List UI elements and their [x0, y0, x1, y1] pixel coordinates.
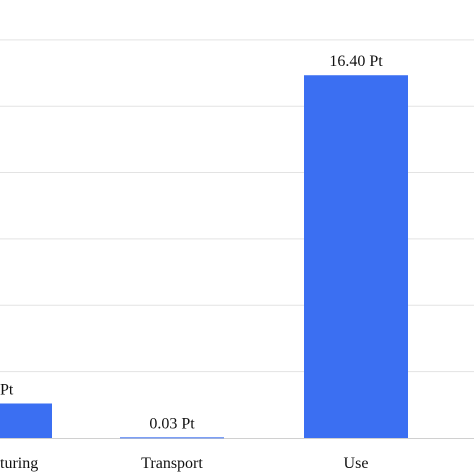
data-label-turing: Pt	[0, 381, 14, 398]
data-label-transport: 0.03 Pt	[149, 415, 195, 432]
x-tick-label-transport: Transport	[141, 455, 203, 472]
bar-use[interactable]	[304, 75, 408, 439]
x-tick-label-turing: turing	[0, 455, 38, 472]
x-tick-label-use: Use	[344, 455, 369, 472]
bar-turing[interactable]	[0, 403, 52, 438]
bar-transport[interactable]	[120, 437, 224, 439]
data-label-use: 16.40 Pt	[329, 53, 383, 70]
